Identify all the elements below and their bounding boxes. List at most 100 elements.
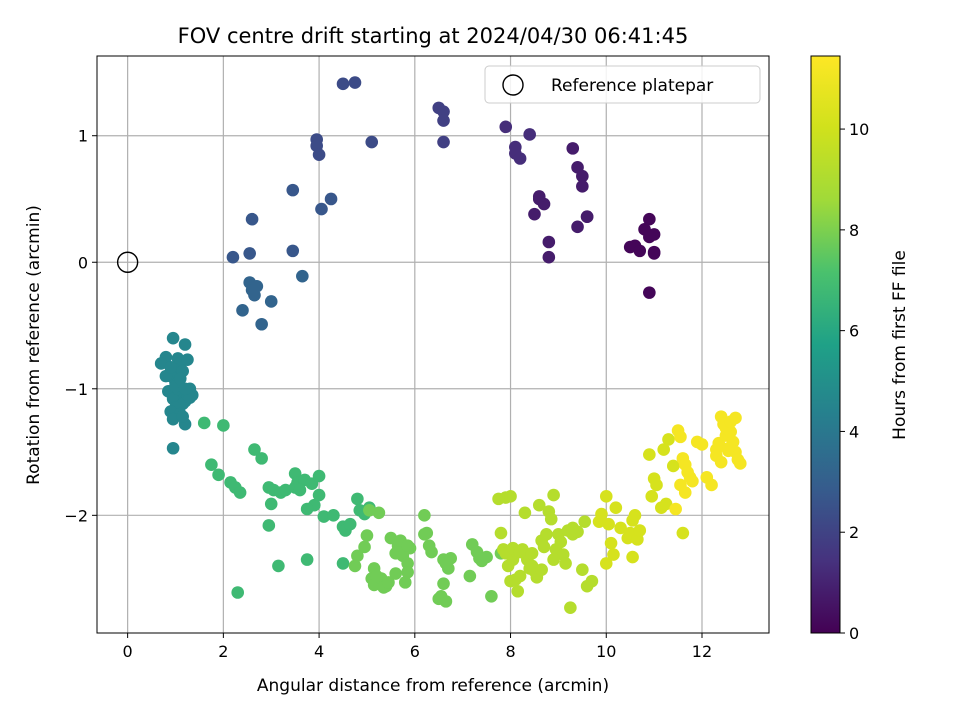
data-point [511,584,525,598]
data-point [439,595,453,608]
data-point [695,438,709,451]
colorbar-tick-label: 10 [849,120,869,139]
data-point [300,553,314,566]
colorbar-tick-label: 6 [849,322,859,341]
data-point [674,430,687,444]
data-point [604,536,618,550]
chart-title: FOV centre drift starting at 2024/04/30 … [178,24,689,48]
data-point [348,76,362,89]
data-point [513,152,527,165]
data-point [499,120,513,134]
data-point [733,457,747,470]
data-point [537,540,551,554]
data-point [554,535,568,549]
data-point [662,433,675,446]
data-point [528,207,541,221]
data-point [657,443,671,456]
data-point [494,526,508,540]
data-point [372,506,386,520]
data-point [509,573,522,587]
data-point [351,492,364,506]
data-point [485,590,498,603]
data-point [418,509,431,522]
data-point [578,515,592,528]
plot-frame [96,55,770,634]
data-point [360,529,374,542]
data-point [212,468,225,482]
data-point [678,486,692,499]
data-point [327,509,340,522]
data-point [389,567,402,580]
x-tick-label: 10 [596,642,616,661]
data-point [382,576,395,589]
data-point [669,502,682,516]
data-point [315,202,328,216]
data-point [633,244,647,258]
data-point [272,559,285,573]
reference-marker [116,251,139,273]
data-point [363,503,376,517]
colorbar-tick-label: 8 [849,221,859,240]
data-point [544,512,558,526]
data-point [705,478,718,492]
x-tick-label: 8 [505,642,515,661]
data-point [602,517,615,531]
data-point [580,210,594,223]
legend: Reference platepar [484,65,761,104]
data-point [398,576,412,589]
data-point [614,521,627,535]
data-point [571,220,584,234]
x-tick-label: 4 [314,642,324,661]
data-point [659,497,673,511]
data-point [248,288,261,302]
data-point [205,458,218,472]
data-point [643,230,656,244]
data-point [566,521,580,535]
data-point [164,360,178,374]
x-tick-label: 6 [410,642,420,661]
data-point [633,524,647,537]
data-point [401,565,414,579]
data-point [181,353,194,366]
data-point [592,515,606,528]
data-point [317,510,331,523]
data-point [324,192,338,206]
data-point [166,331,180,345]
data-point [643,212,656,226]
data-point [312,148,326,161]
x-tick-label: 0 [123,642,133,661]
data-point [437,135,450,149]
data-point [686,474,699,488]
data-point [609,501,623,515]
scatter-points [154,76,747,614]
data-point [645,490,659,503]
data-point [626,550,639,564]
y-tick-label: −2 [64,506,88,525]
data-point [559,557,572,570]
data-point [264,497,278,511]
data-point [351,549,364,563]
data-point [365,135,379,149]
data-point [197,416,211,430]
data-point [523,128,536,141]
x-axis-label: Angular distance from reference (arcmin) [257,676,609,696]
data-point [564,601,577,614]
data-point [535,563,548,577]
data-point [233,486,247,499]
data-point [437,114,450,127]
colorbar-gradient [810,55,841,634]
data-point [444,552,458,565]
data-point [264,295,278,308]
y-tick-label: −1 [64,380,88,399]
data-point [437,577,450,590]
data-point [480,550,493,564]
reference-point [116,251,139,273]
colorbar-tick-label: 0 [849,624,859,643]
data-point [217,419,230,432]
data-point [231,586,245,599]
data-point [666,459,680,473]
data-point [245,212,259,226]
data-point [628,509,642,522]
data-point [166,412,180,426]
data-point [296,269,309,283]
